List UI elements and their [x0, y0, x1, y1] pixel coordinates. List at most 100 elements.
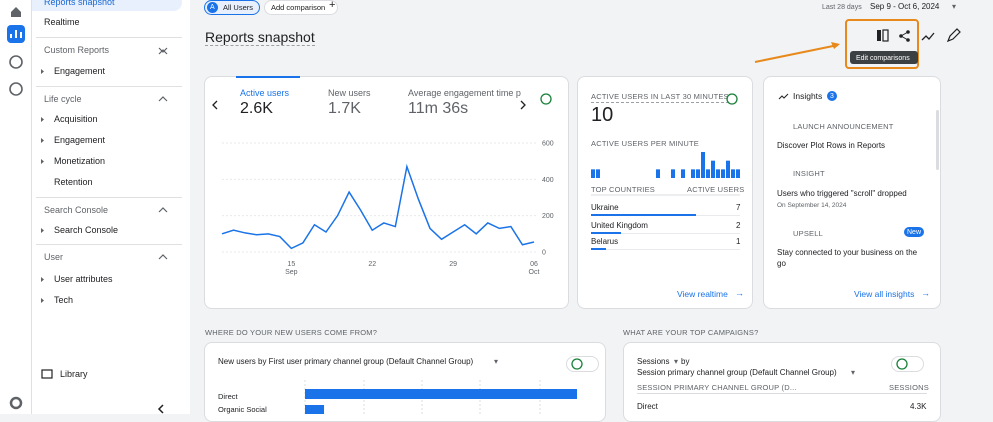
x-tick-label: Oct	[529, 269, 540, 276]
line	[221, 163, 535, 250]
tab-arrows[interactable]	[212, 100, 526, 110]
arrow	[754, 44, 839, 63]
dropdown-icon[interactable]: ▾	[851, 368, 856, 377]
dimension-selector[interactable]: Session primary channel group (Default C…	[637, 368, 837, 377]
arrow-icon: →	[921, 288, 930, 298]
edit-icon[interactable]	[946, 28, 961, 43]
page-title: Reports snapshot	[205, 29, 315, 46]
check-icon	[896, 358, 908, 370]
overview-card	[204, 76, 569, 309]
nav-item[interactable]: Reports snapshot	[44, 0, 115, 7]
sidebar-icons	[41, 47, 168, 414]
new-badge	[904, 227, 924, 237]
realtime-title: ACTIVE USERS IN LAST 30 MINUTES	[591, 92, 729, 103]
compare-icon[interactable]	[877, 30, 881, 41]
count-badge	[827, 91, 837, 101]
bar-label: Organic Social	[218, 405, 267, 414]
tab-label[interactable]: Active users	[240, 88, 290, 98]
collapse-icon[interactable]	[157, 404, 164, 414]
insight-kind: LAUNCH ANNOUNCEMENT	[793, 122, 894, 131]
nav-item[interactable]: Engagement	[54, 66, 106, 76]
minute-bar	[726, 160, 730, 178]
tab-value: 11m 36s	[408, 100, 469, 117]
insight-text[interactable]: Stay connected to your business on the g…	[777, 248, 918, 268]
card-menu[interactable]	[566, 356, 599, 372]
nav-item[interactable]: Realtime	[44, 17, 80, 27]
divider	[637, 393, 927, 394]
nav-section[interactable]: Search Console	[44, 205, 109, 215]
arrow-icon: →	[735, 288, 744, 298]
scrollbar	[936, 110, 939, 170]
nav-section[interactable]: Life cycle	[44, 94, 82, 104]
explore-icon[interactable]	[9, 55, 23, 69]
insight-date: On September 14, 2024	[777, 202, 847, 209]
nav-item[interactable]: Tech	[54, 295, 74, 305]
plus-icon: +	[329, 0, 336, 11]
insights-icon[interactable]	[921, 32, 935, 41]
minute-bar	[701, 152, 705, 178]
nav-section[interactable]: User	[44, 252, 64, 262]
bar-label: Direct	[218, 392, 238, 401]
view-realtime-link[interactable]: View realtime	[677, 289, 728, 299]
tab-label[interactable]: New users	[328, 88, 371, 98]
date-range[interactable]: Sep 9 - Oct 6, 2024	[870, 2, 940, 11]
divider	[36, 244, 182, 245]
users-header: ACTIVE USERS	[687, 185, 745, 194]
minute-bar	[596, 169, 600, 178]
insights-icon	[778, 93, 789, 100]
country-value: 1	[736, 237, 741, 246]
tooltip	[850, 51, 918, 64]
nav-item[interactable]: Search Console	[54, 225, 119, 235]
new-users-card	[204, 342, 606, 422]
section-heading: WHERE DO YOUR NEW USERS COME FROM?	[205, 328, 378, 337]
insight-text[interactable]: Discover Plot Rows in Reports	[777, 141, 886, 150]
country-bar	[591, 214, 696, 216]
check-icon	[726, 93, 738, 105]
nav-item[interactable]: Monetization	[54, 156, 106, 166]
bar	[305, 405, 325, 414]
minute-bar	[656, 169, 660, 178]
dropdown-icon[interactable]: ▾	[674, 357, 679, 366]
nav-item[interactable]: Library	[60, 369, 88, 379]
minute-bar	[671, 169, 675, 178]
share-icon[interactable]	[900, 31, 909, 41]
view-insights-link[interactable]: View all insights	[854, 289, 915, 299]
sidebar: Reports snapshot Realtime Custom Reports…	[32, 0, 190, 414]
minute-bar	[736, 169, 740, 178]
new-badge-text: New	[907, 229, 922, 236]
nav-section[interactable]: Custom Reports	[44, 45, 110, 55]
country-name: Belarus	[591, 237, 619, 246]
dimension-selector[interactable]: New users by First user primary channel …	[218, 357, 474, 366]
dropdown-icon[interactable]: ▾	[494, 357, 499, 366]
minute-bar	[696, 169, 700, 178]
add-comparison-chip[interactable]	[264, 0, 338, 15]
tab-label[interactable]: Average engagement time p	[408, 88, 521, 98]
minute-bar	[711, 160, 715, 178]
divider	[36, 37, 182, 38]
countries-header: TOP COUNTRIES	[591, 185, 655, 194]
y-tick-label: 200	[542, 213, 554, 220]
insights-title: Insights	[793, 91, 823, 101]
check-icon	[571, 358, 583, 370]
settings-icon[interactable]	[9, 396, 23, 410]
nav-item[interactable]: User attributes	[54, 274, 113, 284]
card-menu[interactable]	[891, 356, 924, 372]
x-tick-label: 15	[287, 261, 295, 268]
nav-item[interactable]: Engagement	[54, 135, 106, 145]
icon-rail	[0, 0, 32, 414]
nav-item[interactable]: Retention	[54, 177, 93, 187]
date-dropdown[interactable]: ▾	[952, 2, 957, 11]
tab-value: 1.7K	[328, 100, 361, 117]
segment-name: All Users	[223, 3, 254, 12]
insight-text[interactable]: Users who triggered "scroll" dropped	[777, 189, 907, 198]
home-icon[interactable]	[11, 7, 21, 17]
y-tick-label: 0	[542, 250, 546, 257]
segment-chip[interactable]	[204, 0, 260, 15]
nav-item[interactable]: Acquisition	[54, 114, 98, 124]
advertising-icon[interactable]	[9, 82, 23, 96]
insights-card	[763, 76, 941, 309]
metric-selector[interactable]: Sessions	[637, 357, 670, 366]
